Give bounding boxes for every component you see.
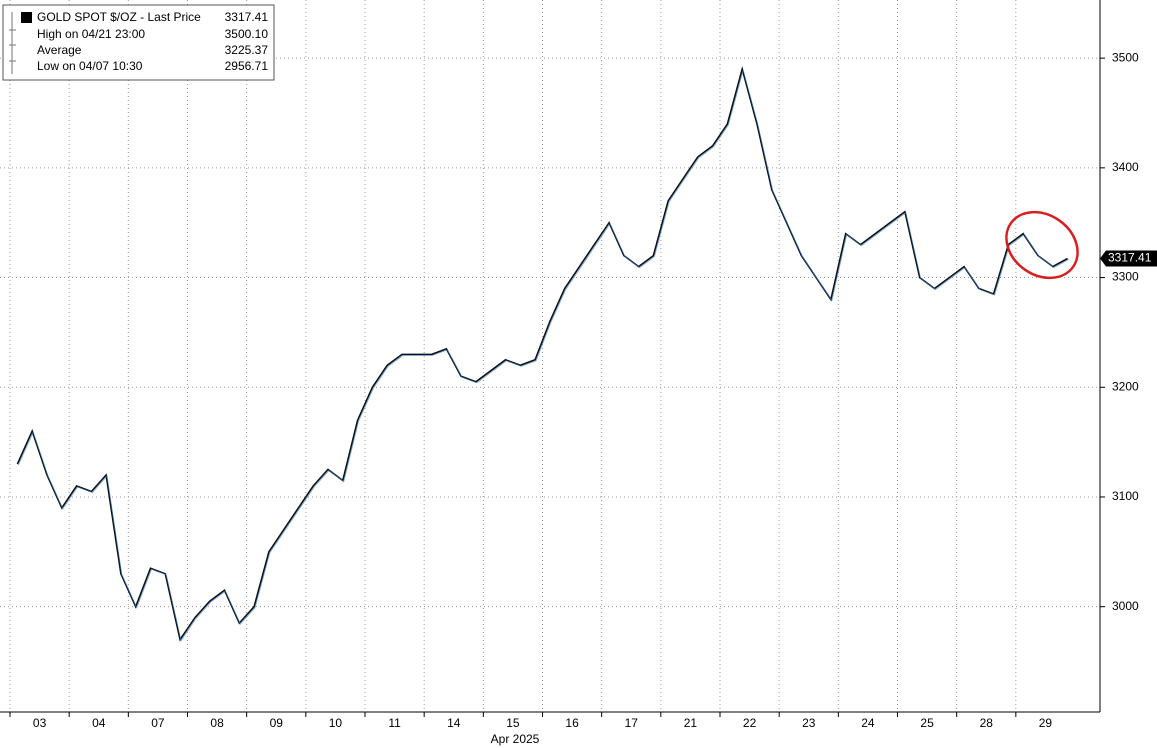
x-tick-label: 09 <box>270 716 284 730</box>
x-tick-label: 16 <box>565 716 579 730</box>
legend-last: 3317.41 <box>225 10 269 24</box>
y-tick-label: 3400 <box>1112 160 1139 174</box>
y-tick-label: 3100 <box>1112 489 1139 503</box>
last-price-tag <box>1100 250 1157 267</box>
x-tick-label: 04 <box>92 716 106 730</box>
legend-stat-label: Low on 04/07 10:30 <box>37 59 143 73</box>
price-line-highlight <box>18 68 1069 642</box>
x-tick-label: 23 <box>802 716 816 730</box>
x-tick-label: 15 <box>506 716 520 730</box>
x-tick-label: 08 <box>210 716 224 730</box>
legend-stat-label: Average <box>37 43 82 57</box>
x-tick-label: 29 <box>1039 716 1053 730</box>
legend-stat-value: 3500.10 <box>225 27 269 41</box>
grid <box>0 0 1100 712</box>
y-tick-label: 3200 <box>1112 379 1139 393</box>
legend-stat-value: 2956.71 <box>225 59 269 73</box>
legend: GOLD SPOT $/OZ - Last Price 3317.41 High… <box>2 4 275 81</box>
y-tick-label: 3300 <box>1112 270 1139 284</box>
last-price-label: 3317.41 <box>1108 251 1152 265</box>
x-tick-label: 28 <box>980 716 994 730</box>
highlight-ellipse <box>1005 210 1079 280</box>
legend-stat-value: 3225.37 <box>225 43 269 57</box>
x-tick-label: 25 <box>920 716 934 730</box>
legend-stat-label: High on 04/21 23:00 <box>37 27 145 41</box>
x-tick-label: 11 <box>388 716 401 730</box>
x-tick-label: 24 <box>861 716 875 730</box>
x-tick-label: 21 <box>684 716 698 730</box>
x-tick-label: 14 <box>447 716 461 730</box>
legend-swatch <box>21 12 32 23</box>
x-tick-label: 17 <box>625 716 639 730</box>
legend-tree <box>9 12 16 74</box>
x-tick-label: 07 <box>151 716 165 730</box>
plot <box>16 66 1069 642</box>
price-line <box>16 66 1068 642</box>
x-tick-label: 03 <box>33 716 47 730</box>
x-tick-label: 22 <box>743 716 757 730</box>
legend-title: GOLD SPOT $/OZ - Last Price <box>37 10 201 24</box>
x-tick-label: 10 <box>329 716 343 730</box>
y-tick-label: 3000 <box>1112 599 1139 613</box>
x-axis-label: Apr 2025 <box>491 732 540 746</box>
y-tick-label: 3500 <box>1112 50 1139 64</box>
legend-box <box>2 4 275 81</box>
